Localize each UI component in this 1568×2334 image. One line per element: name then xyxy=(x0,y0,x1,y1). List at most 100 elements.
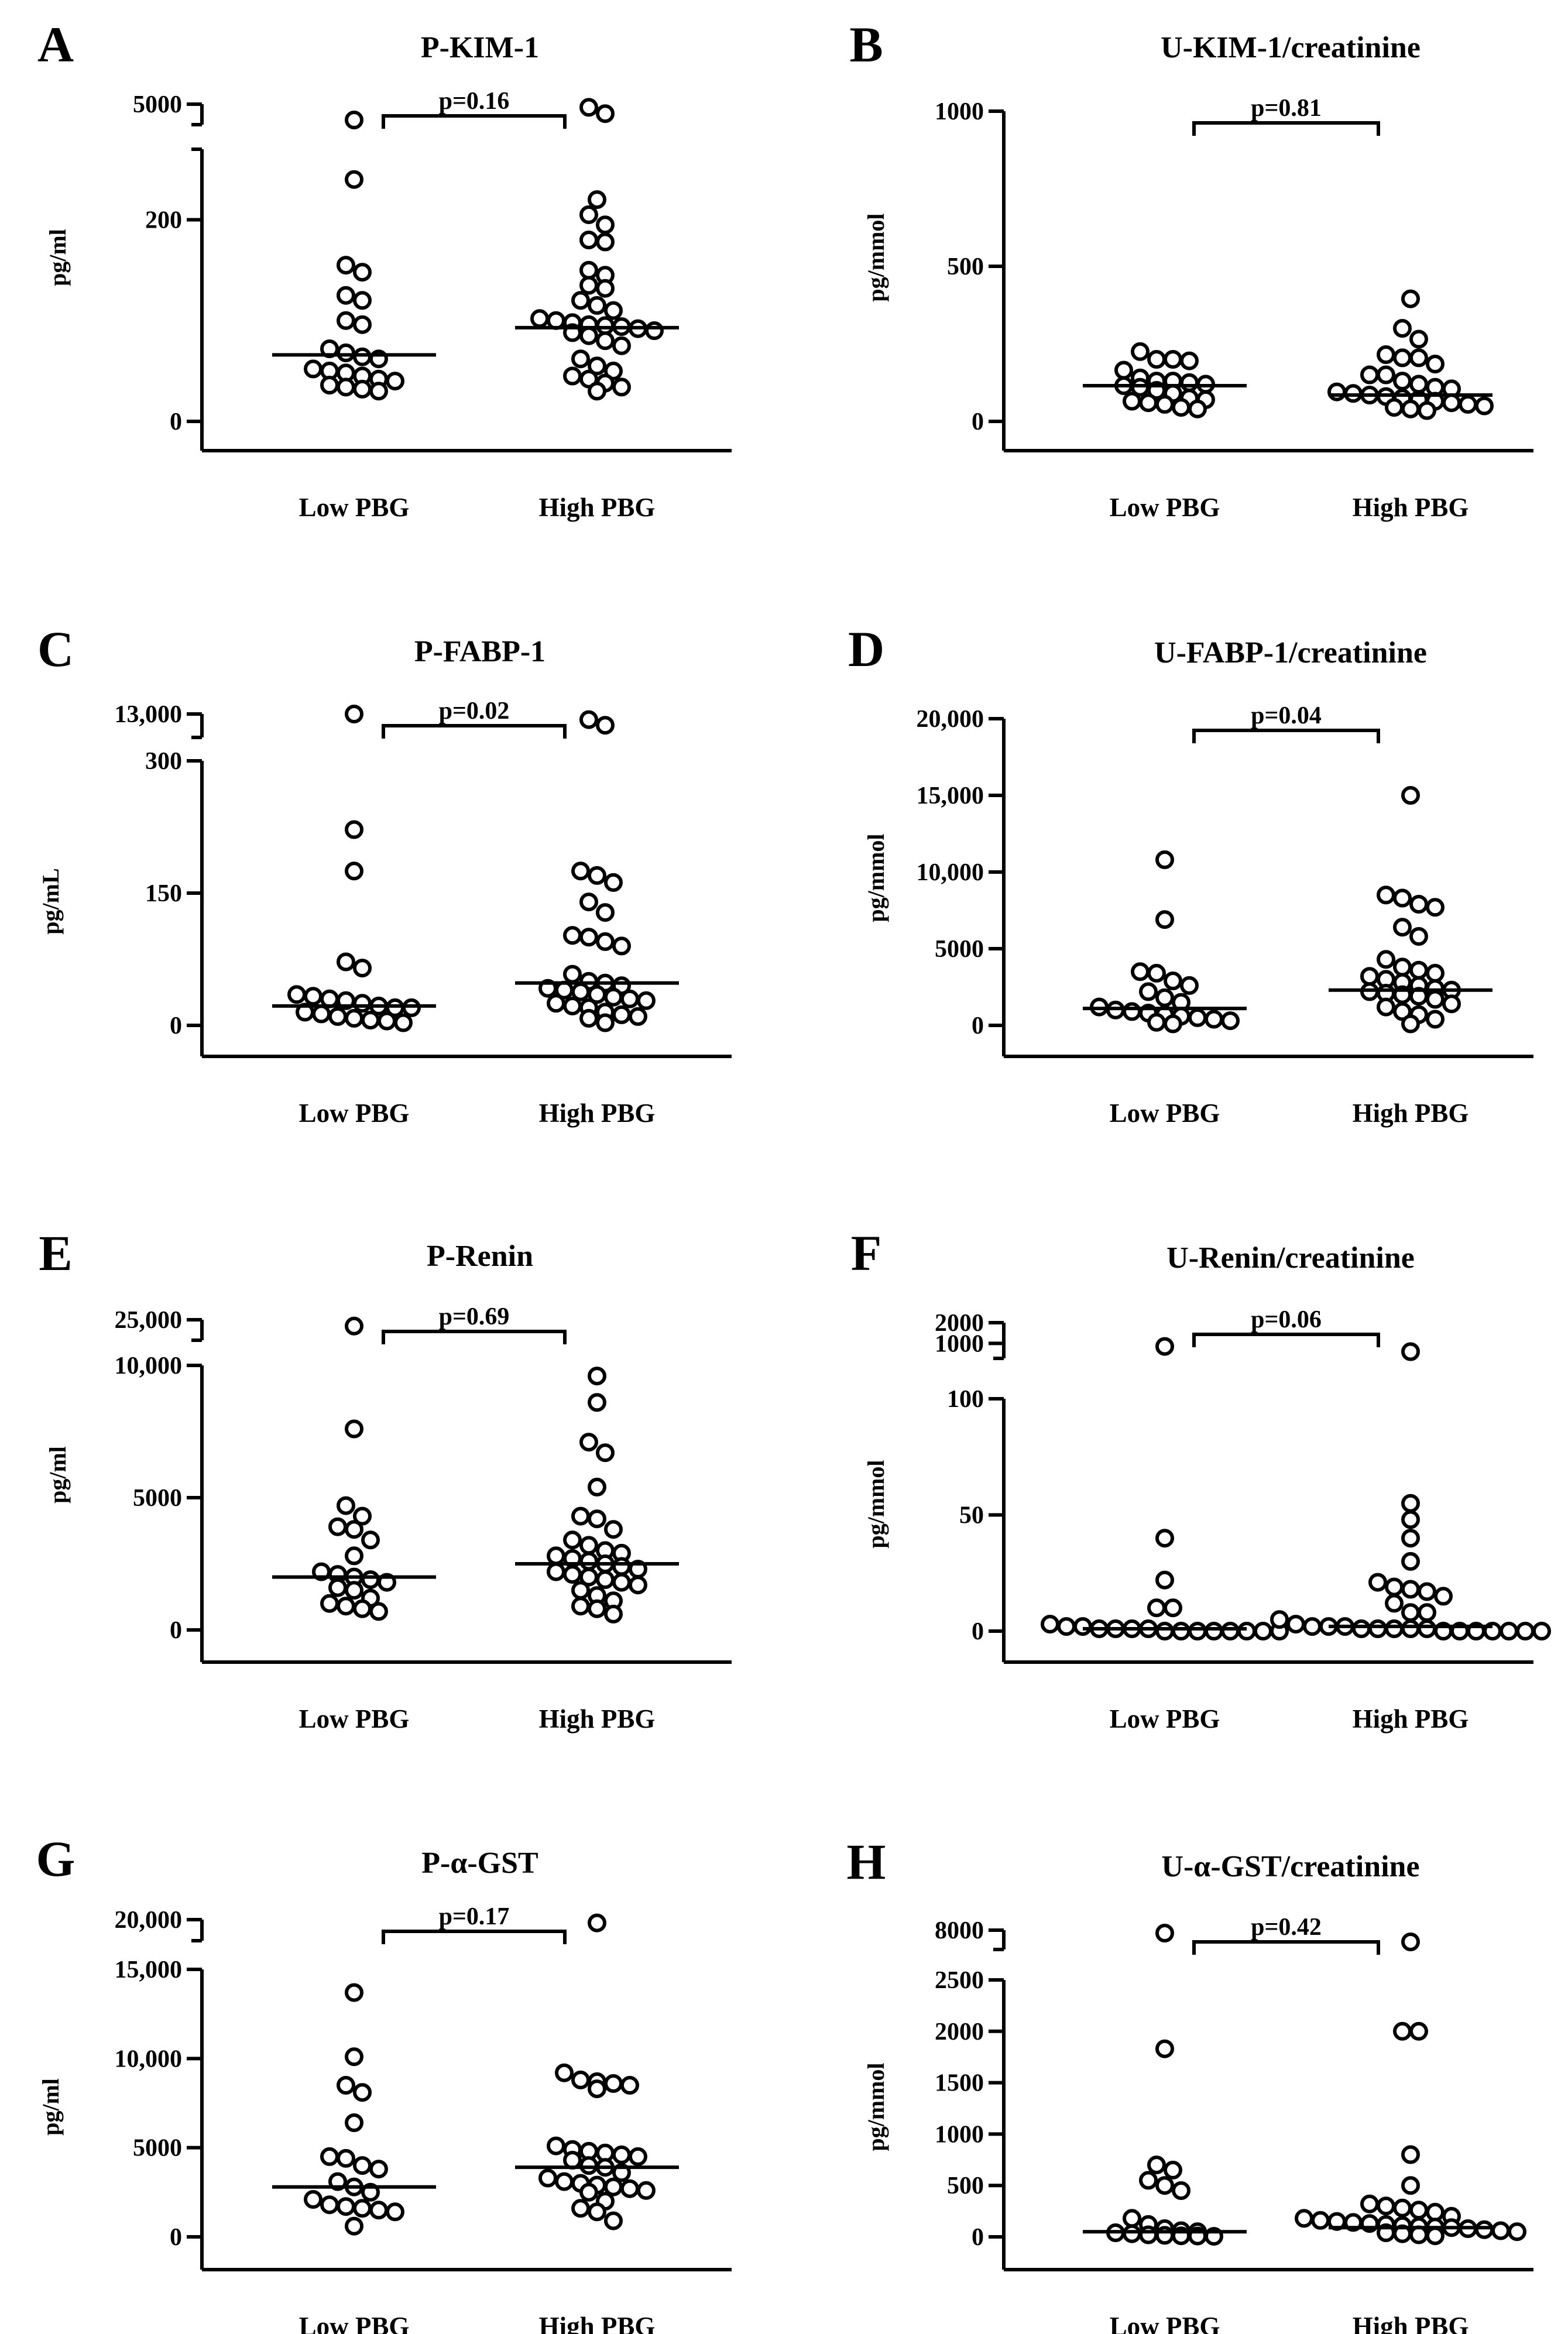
y-tick-label: 100 xyxy=(947,1386,984,1413)
panel-e: E P-Renin pg/ml 0 5000 10,000 25,000 Low PBG Hig… xyxy=(39,1225,732,1734)
data-point-high xyxy=(1401,1580,1420,1599)
data-point-low xyxy=(1057,1617,1076,1636)
data-point-low xyxy=(1155,394,1174,414)
data-point-high xyxy=(1393,348,1412,368)
data-point-high xyxy=(612,936,631,956)
data-point-high xyxy=(579,1433,598,1452)
panel-title: P-FABP-1 xyxy=(414,635,545,668)
data-point-low xyxy=(345,2113,363,2132)
data-point-low xyxy=(345,1316,363,1336)
data-point-high xyxy=(579,205,598,224)
p-value-label: p=0.69 xyxy=(439,1303,510,1330)
data-point-low xyxy=(304,359,322,379)
data-point-high xyxy=(563,1565,582,1584)
data-point-high xyxy=(1409,2201,1428,2220)
data-point-high xyxy=(1409,960,1428,980)
y-tick-label: 2000 xyxy=(935,1310,984,1337)
data-point-high xyxy=(588,356,606,376)
data-point-high xyxy=(629,1576,647,1595)
y-tick-label: 1000 xyxy=(935,98,984,125)
x-category-label: High PBG xyxy=(1353,1704,1469,1734)
y-axis-label: pg/mmol xyxy=(863,213,889,301)
data-point-low xyxy=(328,1578,347,1597)
panel-letter: D xyxy=(848,621,884,677)
panel-title: P-α-GST xyxy=(421,1846,538,1880)
data-point-low xyxy=(1147,2155,1166,2175)
data-point-low xyxy=(1221,1622,1240,1640)
data-point-low xyxy=(1073,1617,1092,1636)
data-point-high xyxy=(1401,1494,1420,1513)
data-point-high xyxy=(1401,1014,1420,1034)
x-category-label: Low PBG xyxy=(1110,2312,1220,2334)
data-point-high xyxy=(596,104,615,123)
data-point-low xyxy=(337,286,355,305)
data-point-low xyxy=(304,987,322,1006)
data-point-high xyxy=(563,366,582,386)
data-point-low xyxy=(353,347,372,366)
y-tick-label: 500 xyxy=(947,2172,984,2199)
data-point-high xyxy=(547,1546,565,1566)
data-point-high xyxy=(612,336,631,355)
data-point-low xyxy=(1139,2225,1158,2244)
data-point-high xyxy=(596,232,615,252)
data-point-low xyxy=(1164,972,1182,990)
data-point-low xyxy=(345,1008,363,1028)
data-point-high xyxy=(1500,1622,1518,1640)
data-point-high xyxy=(620,2076,639,2095)
y-tick-label: 8000 xyxy=(935,1917,984,1944)
data-point-low xyxy=(337,377,355,397)
y-tick-label: 13,000 xyxy=(115,701,183,728)
data-point-high xyxy=(1418,1619,1436,1638)
data-point-high xyxy=(612,1005,631,1024)
data-point-high xyxy=(1434,1587,1453,1606)
data-point-high xyxy=(1426,990,1445,1009)
data-point-low xyxy=(345,1419,363,1439)
y-axis-label: pg/mmol xyxy=(863,1460,889,1548)
data-point-high xyxy=(571,2070,590,2089)
data-point-high xyxy=(588,296,606,315)
data-point-low xyxy=(1123,2209,1141,2228)
data-point-low xyxy=(320,2195,339,2215)
data-point-high xyxy=(596,279,615,298)
data-point-high xyxy=(612,1557,631,1576)
data-point-low xyxy=(337,2197,355,2216)
data-point-low xyxy=(1164,1598,1182,1618)
x-category-label: High PBG xyxy=(539,2312,656,2334)
data-point-high xyxy=(563,965,582,984)
data-point-high xyxy=(1401,1603,1420,1622)
data-point-high xyxy=(579,260,598,280)
data-point-high xyxy=(620,2179,639,2198)
data-point-low xyxy=(369,2160,388,2179)
data-point-high xyxy=(604,873,623,892)
data-point-low xyxy=(1147,963,1166,983)
y-axis-label: pg/ml xyxy=(37,2078,64,2136)
data-point-high xyxy=(645,321,664,340)
data-point-low xyxy=(378,1011,396,1031)
data-point-low xyxy=(345,1581,363,1600)
data-point-high xyxy=(1409,927,1428,946)
data-point-low xyxy=(369,382,388,401)
data-point-high xyxy=(596,1013,615,1032)
data-point-high xyxy=(588,1599,606,1618)
data-point-low xyxy=(361,1570,380,1590)
data-point-low xyxy=(1155,1924,1174,1942)
x-category-label: Low PBG xyxy=(299,1099,410,1128)
data-point-low xyxy=(1205,1010,1223,1029)
y-tick-label: 15,000 xyxy=(917,782,984,809)
data-point-high xyxy=(555,2172,574,2191)
data-point-high xyxy=(1385,1577,1404,1597)
y-tick-label: 50 xyxy=(959,1502,984,1529)
significance-bracket xyxy=(1192,729,1380,743)
x-category-label: Low PBG xyxy=(1110,493,1220,522)
data-point-high xyxy=(1377,885,1395,905)
data-point-low xyxy=(361,1011,380,1029)
data-point-high xyxy=(1377,365,1395,385)
p-value-label: p=0.02 xyxy=(439,698,510,725)
data-point-high xyxy=(588,190,606,210)
data-point-high xyxy=(1377,345,1395,364)
significance-bracket xyxy=(382,1330,567,1344)
data-point-high xyxy=(579,276,598,295)
y-tick-label: 25,000 xyxy=(115,1307,183,1334)
data-point-high xyxy=(1401,1933,1420,1951)
data-point-high xyxy=(579,1008,598,1028)
